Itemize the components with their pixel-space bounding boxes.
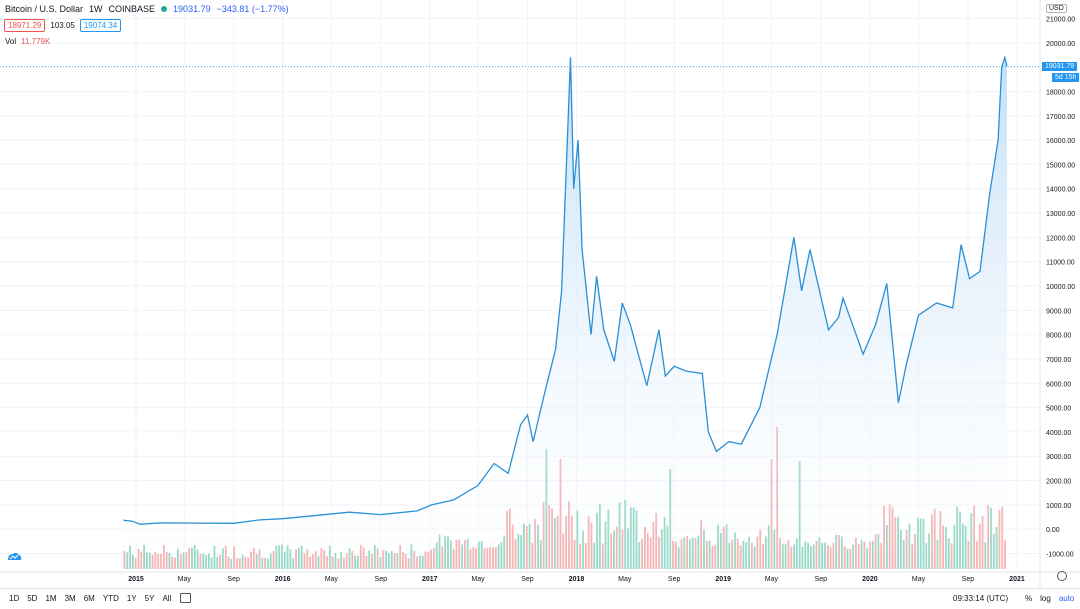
bottom-toolbar: 1D 5D 1M 3M 6M YTD 1Y 5Y All 09:33:14 (UTC) % lo… bbox=[0, 588, 1080, 609]
y-tick-label: 18000.00 bbox=[1046, 89, 1075, 96]
y-tick-label: 11000.00 bbox=[1046, 260, 1075, 267]
x-tick-label: 2021 bbox=[1009, 576, 1025, 583]
range-5y[interactable]: 5Y bbox=[144, 594, 155, 603]
x-tick-label: May bbox=[765, 576, 779, 583]
y-tick-label: 10000.00 bbox=[1046, 284, 1075, 291]
volume-label: Vol bbox=[5, 37, 17, 46]
symbol-title[interactable]: Bitcoin / U.S. Dollar bbox=[5, 4, 84, 14]
bid-ask: 18971.29 103.05 19074.34 bbox=[4, 19, 122, 32]
range-1m[interactable]: 1M bbox=[45, 594, 57, 603]
log-scale-button[interactable]: log bbox=[1040, 594, 1051, 603]
y-tick-label: 13000.00 bbox=[1046, 211, 1075, 218]
x-tick-label: Sep bbox=[815, 576, 828, 583]
x-tick-label: 2015 bbox=[128, 576, 144, 583]
x-tick-label: May bbox=[325, 576, 339, 583]
y-tick-label: 5000.00 bbox=[1046, 406, 1071, 413]
y-tick-label: 4000.00 bbox=[1046, 430, 1071, 437]
y-tick-label: 9000.00 bbox=[1046, 308, 1071, 315]
price-series bbox=[0, 54, 1040, 572]
utc-clock[interactable]: 09:33:14 (UTC) bbox=[953, 594, 1009, 603]
range-5d[interactable]: 5D bbox=[27, 594, 38, 603]
y-tick-label: 2000.00 bbox=[1046, 479, 1071, 486]
scale-options: % log auto bbox=[1025, 594, 1074, 603]
x-tick-label: May bbox=[178, 576, 192, 583]
y-tick-label: 16000.00 bbox=[1046, 138, 1075, 145]
x-tick-label: May bbox=[912, 576, 926, 583]
sell-button[interactable]: 18971.29 bbox=[4, 19, 46, 32]
y-tick-label: -1000.00 bbox=[1046, 552, 1074, 559]
x-tick-label: 2016 bbox=[275, 576, 291, 583]
x-tick-label: 2018 bbox=[569, 576, 585, 583]
y-tick-label: 6000.00 bbox=[1046, 381, 1071, 388]
y-tick-label: 14000.00 bbox=[1046, 187, 1075, 194]
y-tick-label: 15000.00 bbox=[1046, 162, 1075, 169]
range-ytd[interactable]: YTD bbox=[102, 594, 119, 603]
x-tick-label: 2020 bbox=[862, 576, 878, 583]
x-tick-label: May bbox=[471, 576, 485, 583]
y-tick-label: 8000.00 bbox=[1046, 333, 1071, 340]
range-1d[interactable]: 1D bbox=[9, 594, 20, 603]
y-tick-label: 20000.00 bbox=[1046, 41, 1075, 48]
price-area-fill bbox=[123, 57, 1007, 572]
x-tick-label: May bbox=[618, 576, 632, 583]
last-price-tag: 19031.79 bbox=[1042, 62, 1078, 71]
range-3m[interactable]: 3M bbox=[64, 594, 76, 603]
volume-value: 11.779K bbox=[21, 37, 51, 46]
currency-label[interactable]: USD bbox=[1046, 4, 1067, 13]
buy-button[interactable]: 19074.34 bbox=[79, 19, 122, 32]
x-tick-label: Sep bbox=[227, 576, 240, 583]
price-line bbox=[123, 54, 1008, 525]
x-tick-label: Sep bbox=[521, 576, 534, 583]
interval-label[interactable]: 1W bbox=[89, 4, 103, 14]
time-axis: 2015 May Sep 2016 May Sep 2017 May Sep 2018 May Sep… bbox=[128, 576, 1025, 583]
y-tick-label: 7000.00 bbox=[1046, 357, 1071, 364]
y-tick-label: 12000.00 bbox=[1046, 235, 1075, 242]
y-tick-label: 21000.00 bbox=[1046, 17, 1075, 24]
y-tick-label: 1000.00 bbox=[1046, 503, 1071, 510]
price-axis: 21000.0020000.0019000.0018000.0017000.00… bbox=[1046, 17, 1075, 559]
x-tick-label: Sep bbox=[668, 576, 681, 583]
percent-scale-button[interactable]: % bbox=[1025, 594, 1033, 603]
range-all[interactable]: All bbox=[162, 594, 172, 603]
last-price: 19031.79 bbox=[173, 4, 211, 14]
volume-legend: Vol 11.779K bbox=[5, 37, 50, 46]
time-range-buttons: 1D 5D 1M 3M 6M YTD 1Y 5Y All bbox=[9, 594, 171, 603]
y-tick-label: 0.00 bbox=[1046, 527, 1060, 534]
bar-countdown: 5d 15h bbox=[1052, 73, 1080, 82]
spread-value: 103.05 bbox=[50, 21, 75, 30]
calendar-icon[interactable] bbox=[180, 593, 191, 603]
range-6m[interactable]: 6M bbox=[83, 594, 95, 603]
price-change: −343.81 (−1.77%) bbox=[216, 4, 289, 14]
symbol-header: Bitcoin / U.S. Dollar 1W COINBASE 19031.… bbox=[5, 4, 289, 14]
y-tick-label: 3000.00 bbox=[1046, 454, 1071, 461]
exchange-label: COINBASE bbox=[108, 4, 156, 14]
chart-settings-icon[interactable] bbox=[1057, 571, 1067, 581]
auto-scale-button[interactable]: auto bbox=[1058, 594, 1075, 603]
x-tick-label: Sep bbox=[962, 576, 975, 583]
range-1y[interactable]: 1Y bbox=[126, 594, 137, 603]
x-tick-label: 2019 bbox=[715, 576, 731, 583]
y-tick-label: 17000.00 bbox=[1046, 114, 1075, 121]
market-status-icon bbox=[161, 6, 168, 12]
x-tick-label: 2017 bbox=[422, 576, 438, 583]
tradingview-logo-icon[interactable] bbox=[6, 550, 22, 562]
x-tick-label: Sep bbox=[375, 576, 388, 583]
